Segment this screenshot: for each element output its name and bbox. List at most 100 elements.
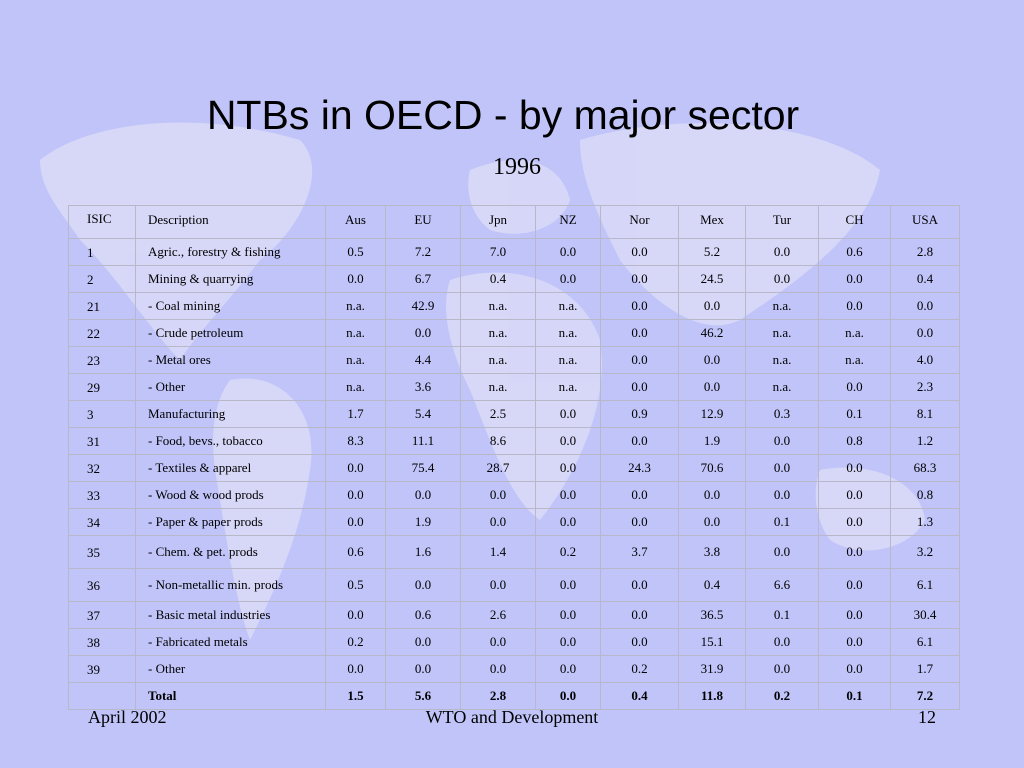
ntb-value: 0.0: [818, 628, 891, 656]
ntb-value: 0.0: [818, 292, 891, 320]
ntb-value: 0.0: [600, 373, 679, 401]
ntb-value: 0.0: [818, 373, 891, 401]
ntb-value: n.a.: [460, 346, 536, 374]
ntb-value: 6.7: [385, 265, 461, 293]
table-row: 35- Chem. & pet. prods 0.6 1.6 1.4 0.2 3.7 3.8…: [68, 535, 960, 569]
ntb-value: 0.0: [535, 508, 601, 536]
ntb-value: 0.9: [600, 400, 679, 428]
ntb-value: n.a.: [460, 373, 536, 401]
ntb-value: n.a.: [745, 319, 819, 347]
isic-code: 37: [68, 601, 136, 629]
isic-code: 31: [68, 427, 136, 455]
table-row: 22- Crude petroleum n.a. 0.0 n.a. n.a. 0.0 46.…: [68, 319, 960, 347]
description: - Other: [135, 373, 326, 401]
header-row: ISIC Description Aus EU Jpn NZ Nor Mex Tur CH USA: [68, 205, 960, 239]
description: - Metal ores: [135, 346, 326, 374]
ntb-value: 0.0: [678, 346, 746, 374]
ntb-value: 0.0: [385, 481, 461, 509]
ntb-value: 0.0: [385, 568, 461, 602]
description: Mining & quarrying: [135, 265, 326, 293]
slide-subtitle: 1996: [493, 154, 541, 180]
ntb-value: 0.0: [460, 628, 536, 656]
ntb-value: 0.5: [325, 238, 386, 266]
ntb-value: 12.9: [678, 400, 746, 428]
ntb-value: n.a.: [818, 319, 891, 347]
description: - Fabricated metals: [135, 628, 326, 656]
ntb-value: 0.0: [535, 265, 601, 293]
ntb-value: 1.7: [325, 400, 386, 428]
ntb-value: 0.0: [818, 601, 891, 629]
ntb-value: 42.9: [385, 292, 461, 320]
ntb-value: 0.0: [325, 454, 386, 482]
empty-cell: [68, 682, 136, 710]
ntb-value: 0.0: [385, 655, 461, 683]
ntb-value: 0.0: [325, 601, 386, 629]
ntb-value: 0.0: [460, 508, 536, 536]
description: Manufacturing: [135, 400, 326, 428]
ntb-value: 0.0: [678, 481, 746, 509]
ntb-value: n.a.: [325, 319, 386, 347]
column-header: EU: [385, 205, 461, 239]
ntb-value: 0.5: [325, 568, 386, 602]
column-header: Nor: [600, 205, 679, 239]
ntb-value: 0.0: [535, 655, 601, 683]
ntb-value: 4.4: [385, 346, 461, 374]
ntb-value: 0.0: [745, 265, 819, 293]
ntb-value: n.a.: [325, 292, 386, 320]
total-value: 1.5: [325, 682, 386, 710]
ntb-value: n.a.: [745, 292, 819, 320]
isic-code: 36: [68, 568, 136, 602]
table-row: 33- Wood & wood prods 0.0 0.0 0.0 0.0 0.0 0.0 0…: [68, 481, 960, 509]
ntb-value: n.a.: [325, 346, 386, 374]
ntb-value: 0.0: [325, 265, 386, 293]
ntb-value: 0.0: [678, 292, 746, 320]
ntb-value: 0.0: [818, 535, 891, 569]
isic-code: 32: [68, 454, 136, 482]
ntb-value: 0.0: [745, 628, 819, 656]
column-header: CH: [818, 205, 891, 239]
slide-title: NTBs in OECD - by major sector: [206, 92, 800, 138]
ntb-value: 1.4: [460, 535, 536, 569]
total-value: 0.4: [600, 682, 679, 710]
ntb-value: n.a.: [460, 292, 536, 320]
isic-code: 38: [68, 628, 136, 656]
ntb-value: 0.3: [745, 400, 819, 428]
ntb-value: 1.3: [890, 508, 960, 536]
ntb-value: 0.0: [385, 319, 461, 347]
table-row: 39- Other 0.0 0.0 0.0 0.0 0.2 31.9 0.0 0.0 1.7: [68, 655, 960, 683]
footer-date: April 2002: [88, 707, 167, 727]
total-value: 2.8: [460, 682, 536, 710]
ntb-value: 36.5: [678, 601, 746, 629]
ntb-value: 0.0: [745, 427, 819, 455]
description: - Crude petroleum: [135, 319, 326, 347]
footer-title: WTO and Development: [425, 707, 599, 727]
column-header: Tur: [745, 205, 819, 239]
ntb-value: 5.4: [385, 400, 461, 428]
ntb-value: n.a.: [818, 346, 891, 374]
ntb-value: 7.2: [385, 238, 461, 266]
column-header: USA: [890, 205, 960, 239]
column-header: ISIC: [68, 205, 136, 239]
ntb-value: 0.0: [600, 238, 679, 266]
ntb-value: 3.6: [385, 373, 461, 401]
isic-code: 39: [68, 655, 136, 683]
ntb-value: 0.0: [678, 373, 746, 401]
ntb-value: 1.9: [385, 508, 461, 536]
ntb-value: 6.1: [890, 568, 960, 602]
total-value: 0.1: [818, 682, 891, 710]
ntb-value: 1.2: [890, 427, 960, 455]
ntb-value: 0.0: [600, 346, 679, 374]
ntb-value: 5.2: [678, 238, 746, 266]
ntb-value: 0.0: [535, 427, 601, 455]
ntb-value: 2.3: [890, 373, 960, 401]
ntb-value: 6.1: [890, 628, 960, 656]
description: Agric., forestry & fishing: [135, 238, 326, 266]
ntb-value: 0.0: [745, 238, 819, 266]
ntb-value: 0.2: [325, 628, 386, 656]
ntb-value: 2.5: [460, 400, 536, 428]
ntb-value: 2.8: [890, 238, 960, 266]
total-value: 0.0: [535, 682, 601, 710]
total-label: Total: [135, 682, 326, 710]
ntb-value: 4.0: [890, 346, 960, 374]
